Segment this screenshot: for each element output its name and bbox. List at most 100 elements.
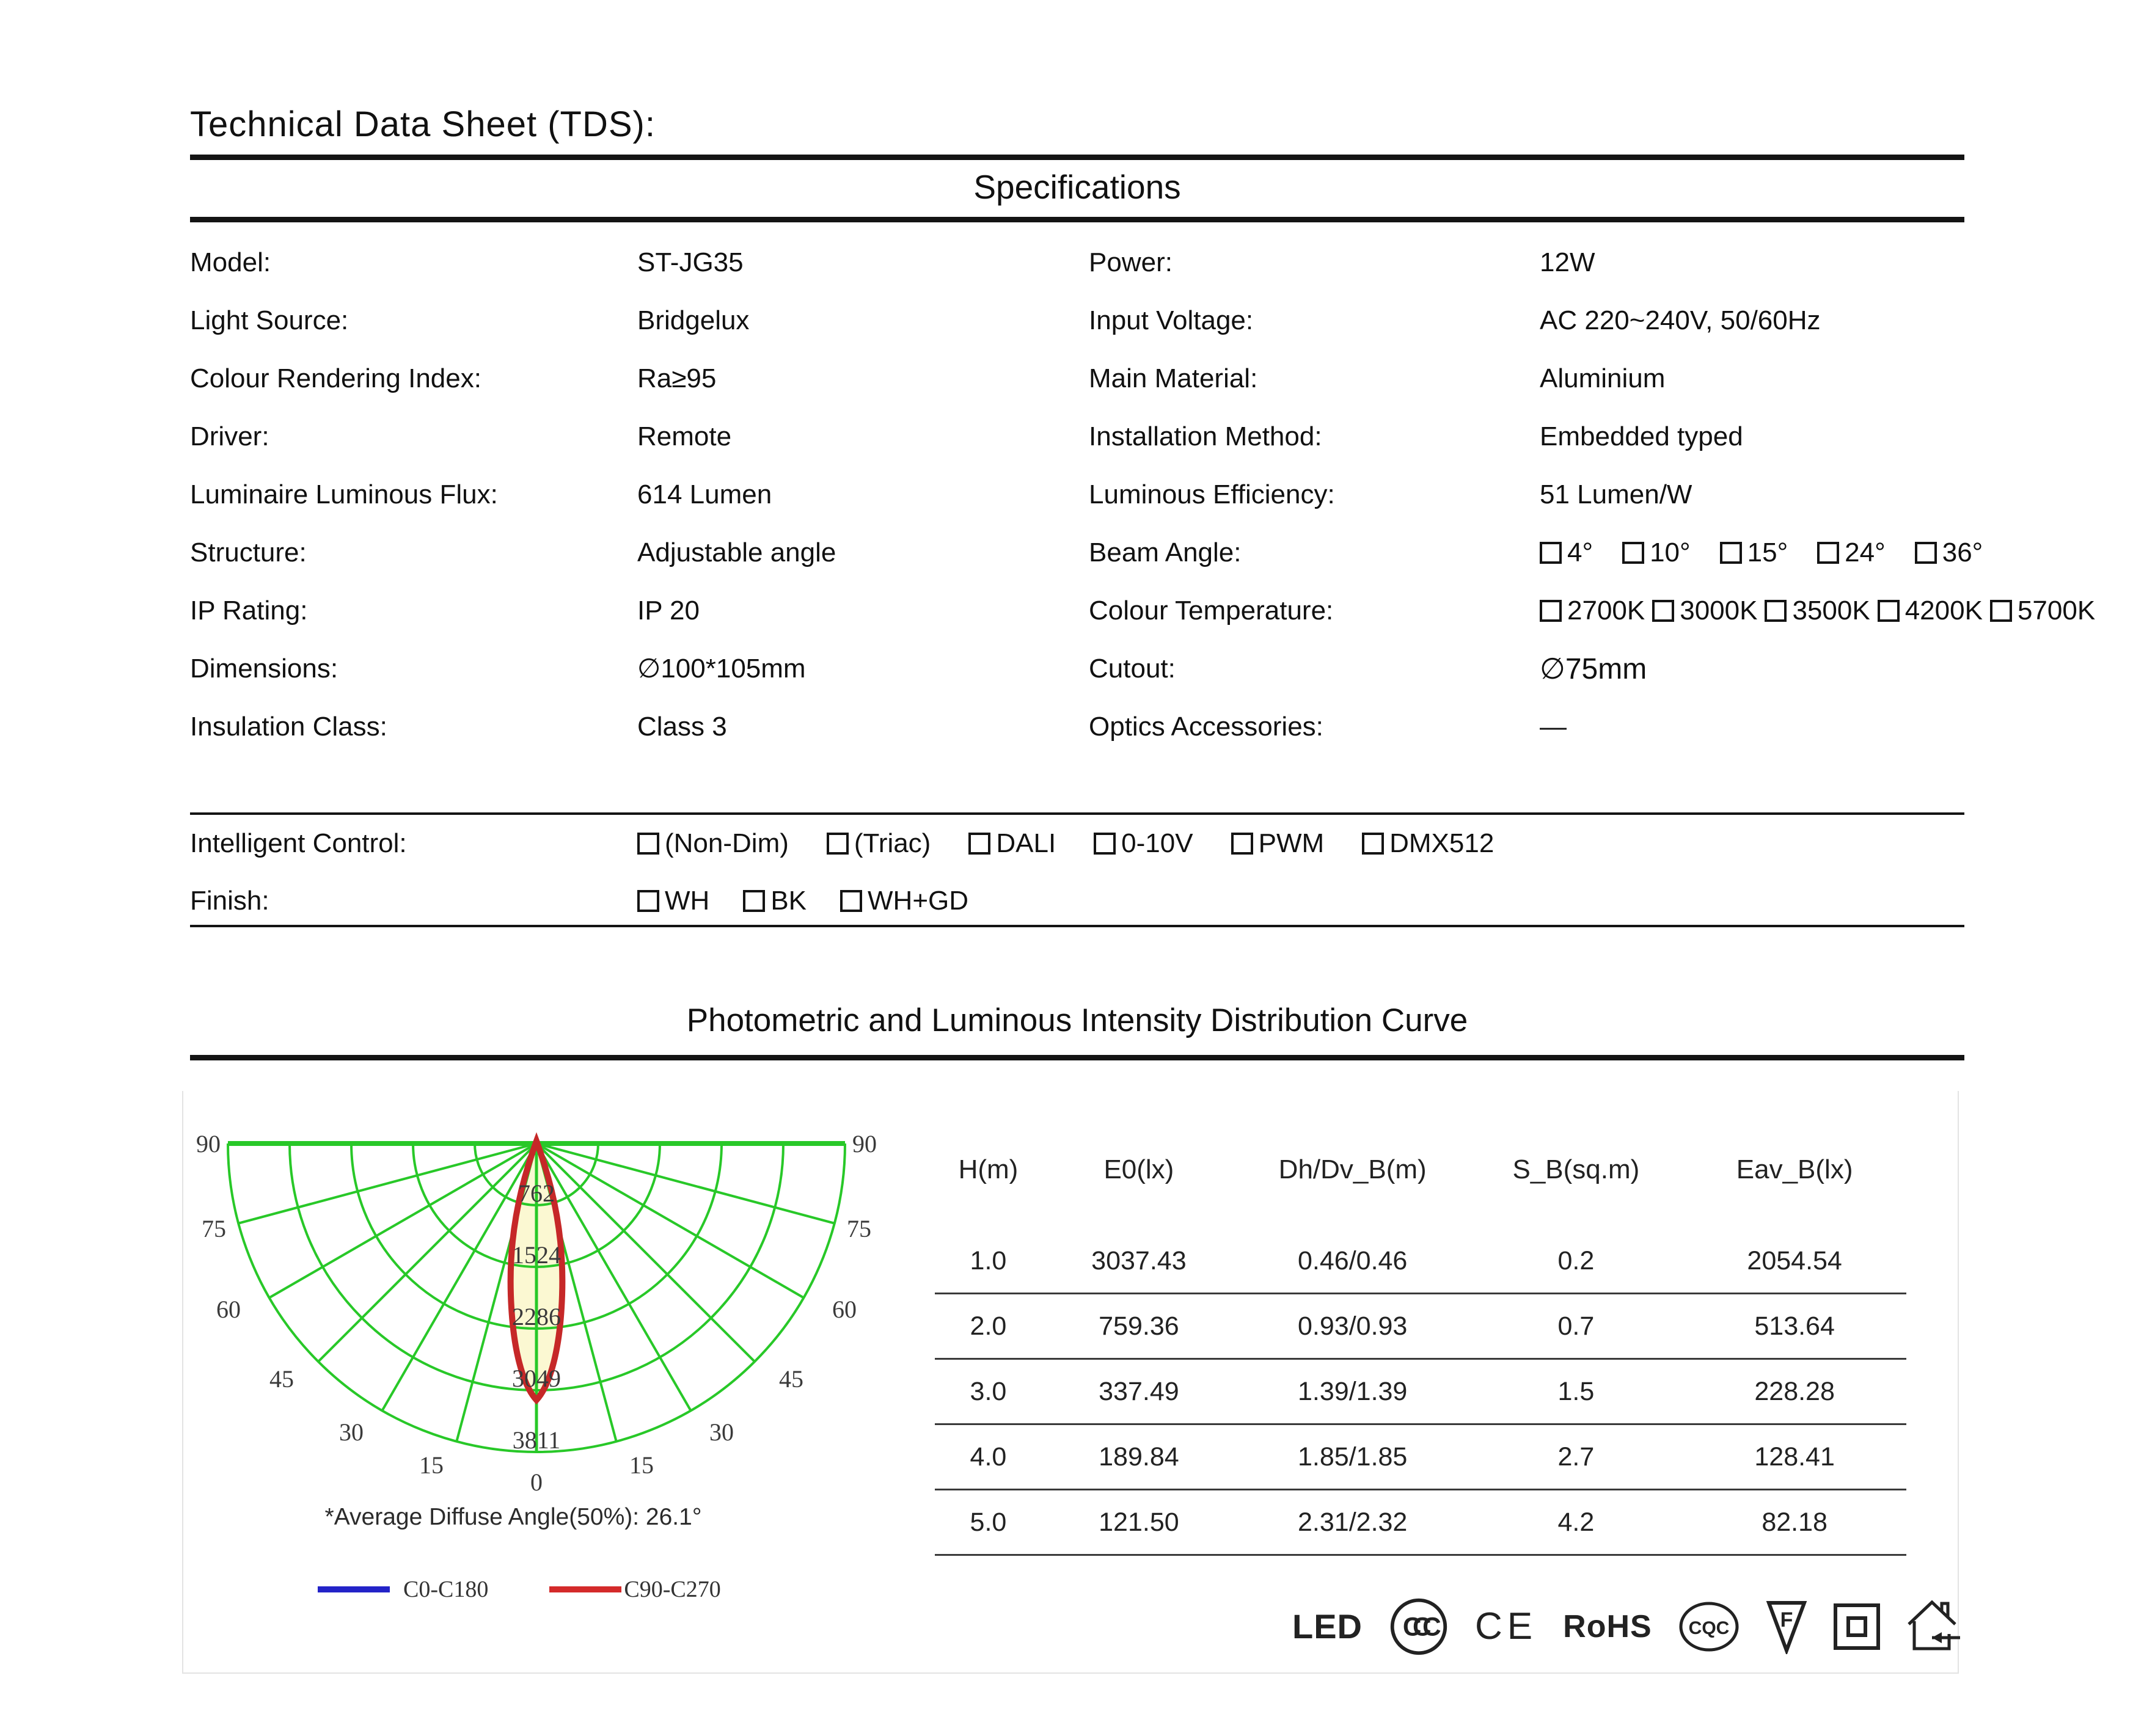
svg-text:2286: 2286 [512, 1303, 561, 1330]
checkbox[interactable] [1540, 599, 1562, 622]
table-cell: 0.46/0.46 [1298, 1245, 1408, 1275]
spec-value: ∅75mm [1540, 652, 1647, 685]
svg-text:60: 60 [216, 1296, 241, 1323]
ccc-icon: CCC [1390, 1598, 1449, 1655]
finish-option: BK [743, 886, 807, 916]
checkbox[interactable] [637, 833, 659, 855]
table-cell: 3.0 [970, 1376, 1007, 1406]
checkbox[interactable] [1719, 541, 1742, 564]
spec-label: Dimensions: [190, 653, 338, 684]
table-cell: 128.41 [1754, 1442, 1835, 1472]
spec-label: Optics Accessories: [1089, 711, 1323, 742]
svg-text:3811: 3811 [513, 1426, 561, 1454]
table-cell: 1.39/1.39 [1298, 1376, 1408, 1406]
checkbox[interactable] [1622, 541, 1645, 564]
beam-angle-option: 24° [1817, 538, 1886, 568]
control-option: (Triac) [826, 828, 931, 859]
checkbox[interactable] [1540, 541, 1562, 564]
beam-angle-option: 10° [1622, 538, 1691, 568]
beam-angle-option-label: 4° [1567, 537, 1593, 567]
checkbox[interactable] [968, 833, 991, 855]
checkbox[interactable] [826, 833, 849, 855]
intelligent-control-row: Intelligent Control: (Non-Dim) (Triac) D… [190, 817, 2115, 870]
checkbox[interactable] [1877, 599, 1900, 622]
table-cell: 2.0 [970, 1311, 1007, 1341]
photometric-heading: Photometric and Luminous Intensity Distr… [686, 1002, 1468, 1038]
table-cell: 4.2 [1557, 1507, 1595, 1537]
checkbox[interactable] [1765, 599, 1787, 622]
colour-temperature-option: 3500K [1765, 596, 1870, 626]
svg-text:762: 762 [518, 1180, 555, 1207]
cqc-icon: CQC [1679, 1602, 1739, 1651]
svg-text:30: 30 [709, 1418, 734, 1446]
specifications-table: Model: ST-JG35 Power: 12W Light Source: … [190, 233, 2115, 756]
svg-text:15: 15 [629, 1451, 654, 1479]
illuminance-table: H(m) E0(lx) Dh/Dv_B(m) S_B(sq.m) Eav_B(l… [935, 1143, 1906, 1556]
spec-value: 12W [1540, 247, 1595, 277]
checkbox[interactable] [1817, 541, 1840, 564]
checkbox[interactable] [1231, 833, 1253, 855]
checkbox[interactable] [1914, 541, 1937, 564]
spec-label: Light Source: [190, 305, 349, 335]
svg-text:45: 45 [269, 1365, 294, 1393]
control-option: PWM [1231, 828, 1324, 859]
spec-label: Main Material: [1089, 363, 1258, 393]
checkbox[interactable] [1989, 599, 2012, 622]
checkbox[interactable] [1652, 599, 1675, 622]
spec-label: IP Rating: [190, 595, 308, 625]
legend-swatch-c90 [549, 1586, 622, 1592]
table-cell: 0.2 [1557, 1245, 1595, 1275]
control-option: DMX512 [1362, 828, 1494, 859]
divider-controls-top [190, 812, 1964, 815]
table-cell: 228.28 [1754, 1376, 1835, 1406]
svg-text:F: F [1780, 1608, 1793, 1632]
polar-distribution-chart: 90 90 75 75 60 60 45 45 30 30 15 15 0 76… [196, 1130, 877, 1496]
beam-angle-option-label: 36° [1942, 537, 1983, 567]
spec-value: — [1540, 711, 1567, 742]
svg-text:45: 45 [779, 1365, 803, 1393]
legend-label-c0: C0-C180 [403, 1577, 489, 1602]
svg-text:60: 60 [832, 1296, 857, 1323]
spec-value: Adjustable angle [637, 537, 836, 567]
checkbox[interactable] [1094, 833, 1116, 855]
spec-value: Remote [637, 421, 732, 451]
table-row: 4.0 189.84 1.85/1.85 2.7 128.41 [935, 1425, 1906, 1490]
spec-value: Embedded typed [1540, 421, 1743, 451]
svg-text:75: 75 [847, 1215, 871, 1242]
control-option-label: DMX512 [1389, 828, 1495, 858]
column-header: Dh/Dv_B(m) [1278, 1154, 1427, 1184]
colour-temperature-option: 5700K [1989, 596, 2095, 626]
finish-option-label: WH [665, 886, 710, 916]
diffuse-angle-caption: *Average Diffuse Angle(50%): 26.1° [324, 1504, 702, 1530]
finish-option-label: WH+GD [868, 886, 969, 916]
spec-label: Cutout: [1089, 653, 1176, 684]
finish-option: WH+GD [840, 886, 968, 916]
colour-temperature-option: 4200K [1877, 596, 1983, 626]
led-icon: LED [1292, 1607, 1363, 1646]
beam-angle-option-label: 10° [1650, 537, 1691, 567]
colour-temperature-option-label: 3000K [1680, 595, 1758, 625]
checkbox[interactable] [840, 890, 863, 912]
table-cell: 513.64 [1754, 1311, 1835, 1341]
table-cell: 1.85/1.85 [1298, 1442, 1408, 1472]
table-row: 5.0 121.50 2.31/2.32 4.2 82.18 [935, 1490, 1906, 1556]
table-cell: 3037.43 [1091, 1245, 1187, 1275]
intelligent-control-options: (Non-Dim) (Triac) DALI 0-10V PWM DMX512 [637, 817, 2115, 870]
divider-top [190, 155, 1964, 160]
colour-temperature-option-label: 2700K [1567, 595, 1645, 625]
page-title: Technical Data Sheet (TDS): [190, 104, 656, 144]
checkbox[interactable] [743, 890, 766, 912]
checkbox[interactable] [1362, 833, 1385, 855]
beam-angle-option-label: 24° [1845, 537, 1886, 567]
checkbox[interactable] [637, 890, 659, 912]
control-option-label: 0-10V [1121, 828, 1193, 858]
spec-label: Insulation Class: [190, 711, 387, 742]
finish-options: WH BK WH+GD [637, 875, 2115, 927]
legend-swatch-c0 [318, 1586, 390, 1592]
spec-label: Installation Method: [1089, 421, 1322, 451]
spec-label: Luminaire Luminous Flux: [190, 479, 498, 509]
control-option-label: (Non-Dim) [665, 828, 789, 858]
ce-icon: CE [1475, 1605, 1538, 1647]
spec-value: AC 220~240V, 50/60Hz [1540, 305, 1821, 335]
beam-angle-option: 36° [1914, 537, 1983, 568]
